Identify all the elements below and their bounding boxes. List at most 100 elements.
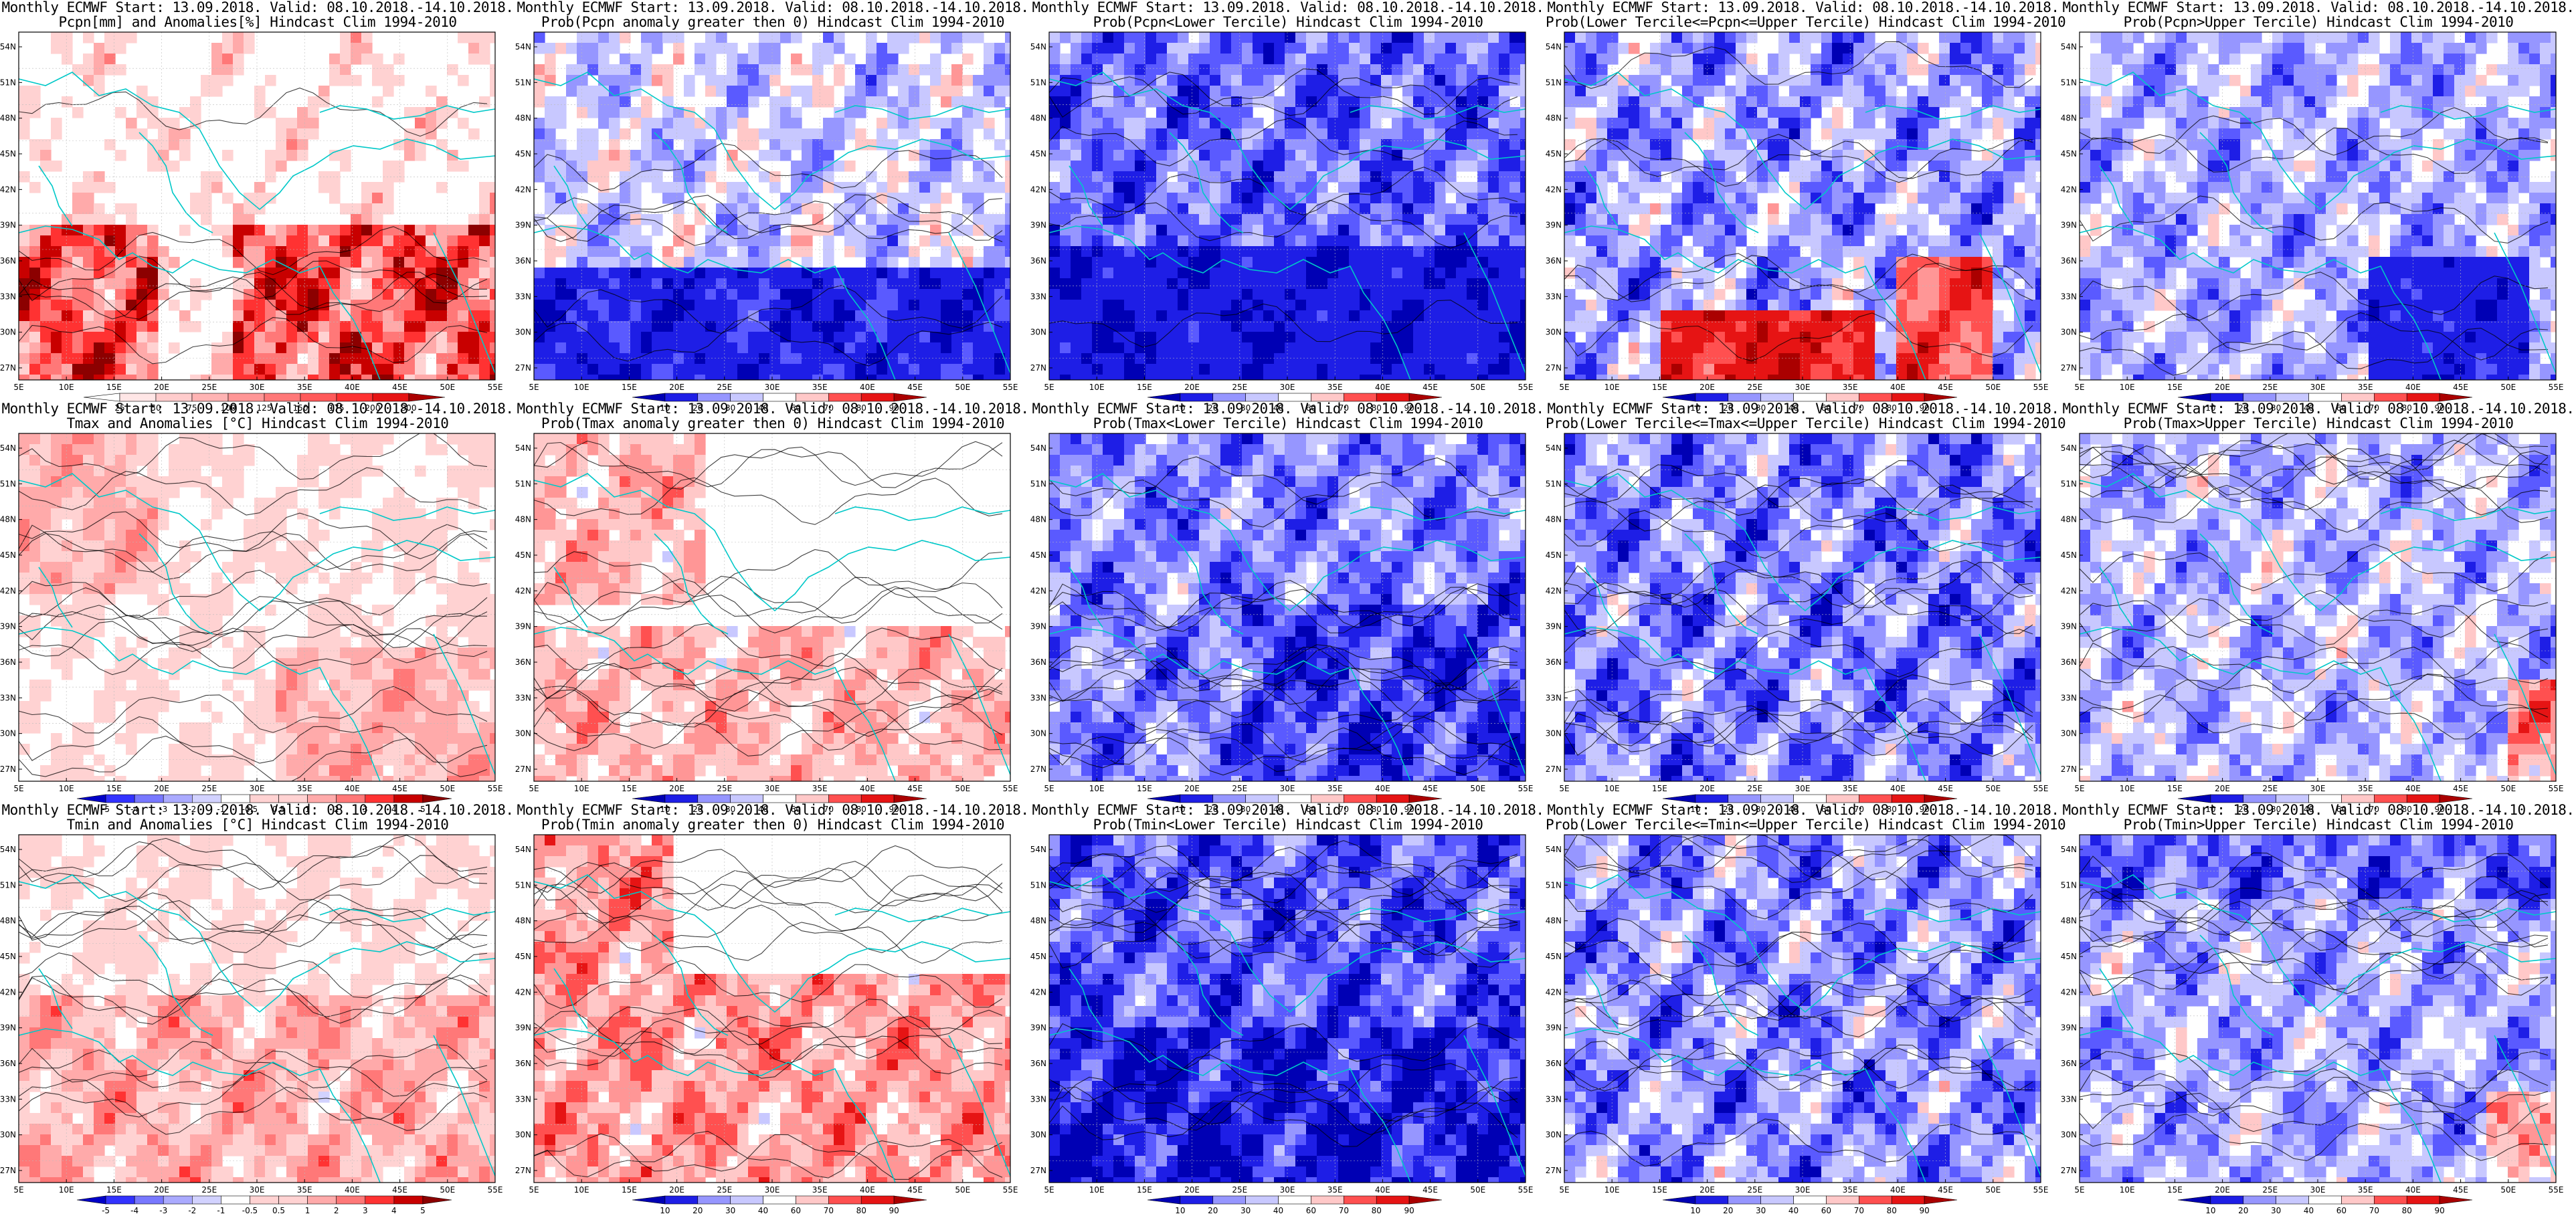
latitude-label: 45N xyxy=(0,952,16,961)
colorbar-label: 90 xyxy=(889,1206,899,1215)
longitude-label: 20E xyxy=(669,784,684,793)
latitude-label: 54N xyxy=(1030,42,1046,52)
panel-title-line2: Tmax and Anomalies [°C] Hindcast Clim 19… xyxy=(0,416,515,431)
longitude-label: 5E xyxy=(13,1185,23,1195)
panel-title-line1: Monthly ECMWF Start: 13.09.2018. Valid: … xyxy=(2061,0,2576,15)
longitude-label: 20E xyxy=(154,784,169,793)
latitude-label: 51N xyxy=(2061,880,2077,890)
colorbar-label: 70 xyxy=(824,1206,834,1215)
longitude-label: 20E xyxy=(2215,784,2230,793)
longitude-label: 55E xyxy=(1518,784,1534,793)
colorbar-segment xyxy=(828,1196,861,1204)
latitude-label: 27N xyxy=(1030,1166,1046,1175)
shaded-field xyxy=(1564,32,2047,386)
latitude-label: 42N xyxy=(515,185,531,194)
longitude-label: 30E xyxy=(250,383,265,392)
colorbar-segment xyxy=(308,1196,337,1204)
longitude-label: 50E xyxy=(1470,1185,1485,1195)
latitude-label: 36N xyxy=(1030,657,1046,667)
longitude-label: 45E xyxy=(1422,383,1438,392)
colorbar-segment xyxy=(163,1196,192,1204)
longitude-label: 25E xyxy=(201,383,217,392)
longitude-label: 30E xyxy=(1280,784,1295,793)
longitude-label: 45E xyxy=(2453,383,2468,392)
colorbar-label: 80 xyxy=(1887,1206,1897,1215)
longitude-label: 35E xyxy=(1843,1185,1858,1195)
colorbar-label: 1 xyxy=(305,1206,310,1215)
colorbar-label: 90 xyxy=(1919,1206,1929,1215)
latitude-label: 30N xyxy=(0,1130,16,1140)
longitude-label: 25E xyxy=(2262,784,2278,793)
latitude-label: 51N xyxy=(1030,78,1046,87)
latitude-label: 27N xyxy=(0,363,16,373)
latitude-label: 27N xyxy=(515,363,531,373)
shaded-field xyxy=(534,32,1016,386)
longitude-label: 50E xyxy=(440,383,455,392)
latitude-label: 36N xyxy=(1030,256,1046,266)
latitude-label: 27N xyxy=(1030,765,1046,774)
latitude-label: 45N xyxy=(1546,149,1562,159)
panel-title-line2: Prob(Tmin anomaly greater then 0) Hindca… xyxy=(515,817,1030,833)
longitude-label: 10E xyxy=(59,1185,74,1195)
latitude-label: 39N xyxy=(2061,1023,2077,1033)
longitude-label: 10E xyxy=(2120,784,2135,793)
longitude-label: 25E xyxy=(201,1185,217,1195)
longitude-label: 20E xyxy=(2215,1185,2230,1195)
colorbar-segment xyxy=(665,1196,698,1204)
colorbar-segment xyxy=(1859,1196,1892,1204)
map-panel-p22: Monthly ECMWF Start: 13.09.2018. Valid: … xyxy=(1030,803,1546,1204)
colorbar-segment xyxy=(1761,1196,1794,1204)
latitude-label: 54N xyxy=(1546,42,1562,52)
shaded-field xyxy=(2080,431,2562,787)
latitude-label: 36N xyxy=(1546,1059,1562,1068)
longitude-label: 40E xyxy=(1890,784,1906,793)
map-panel-p24: Monthly ECMWF Start: 13.09.2018. Valid: … xyxy=(2061,803,2576,1204)
panel-title-line2: Prob(Lower Tercile<=Tmax<=Upper Tercile)… xyxy=(1546,416,2061,431)
latitude-label: 27N xyxy=(1030,363,1046,373)
longitude-label: 45E xyxy=(392,1185,407,1195)
shaded-field xyxy=(1564,832,2047,1189)
longitude-label: 35E xyxy=(2358,383,2373,392)
longitude-label: 45E xyxy=(2453,1185,2468,1195)
longitude-label: 30E xyxy=(250,784,265,793)
longitude-label: 35E xyxy=(1327,784,1343,793)
latitude-label: 27N xyxy=(0,1166,16,1175)
panel-title-line2: Tmin and Anomalies [°C] Hindcast Clim 19… xyxy=(0,817,515,833)
colorbar-segment xyxy=(2341,1196,2374,1204)
panel-title-line1: Monthly ECMWF Start: 13.09.2018. Valid: … xyxy=(0,0,515,15)
map-panel-p03: Monthly ECMWF Start: 13.09.2018. Valid: … xyxy=(1546,0,2061,401)
map-panel-p23: Monthly ECMWF Start: 13.09.2018. Valid: … xyxy=(1546,803,2061,1204)
longitude-label: 45E xyxy=(1938,1185,1953,1195)
latitude-label: 42N xyxy=(1030,185,1046,194)
latitude-label: 30N xyxy=(1546,1130,1562,1140)
longitude-label: 35E xyxy=(1843,784,1858,793)
latitude-label: 54N xyxy=(0,42,16,52)
latitude-label: 54N xyxy=(1030,845,1046,854)
latitude-label: 27N xyxy=(1546,363,1562,373)
latitude-label: 30N xyxy=(2061,328,2077,337)
latitude-label: 51N xyxy=(1546,880,1562,890)
latitude-label: 51N xyxy=(515,880,531,890)
panel-title-line1: Monthly ECMWF Start: 13.09.2018. Valid: … xyxy=(2061,803,2576,818)
latitude-label: 42N xyxy=(0,185,16,194)
latitude-label: 42N xyxy=(1030,586,1046,595)
panel-title-line1: Monthly ECMWF Start: 13.09.2018. Valid: … xyxy=(0,803,515,818)
panel-title-line2: Pcpn[mm] and Anomalies[%] Hindcast Clim … xyxy=(0,15,515,30)
colorbar-label: 20 xyxy=(1208,1206,1218,1215)
longitude-label: 45E xyxy=(907,383,923,392)
colorbar-segment xyxy=(1826,1196,1859,1204)
latitude-label: 39N xyxy=(2061,221,2077,230)
latitude-label: 30N xyxy=(1546,729,1562,738)
longitude-label: 10E xyxy=(2120,1185,2135,1195)
panel-title-line2: Prob(Tmax anomaly greater then 0) Hindca… xyxy=(515,416,1030,431)
longitude-label: 45E xyxy=(1422,1185,1438,1195)
latitude-label: 48N xyxy=(1546,916,1562,926)
longitude-label: 45E xyxy=(1422,784,1438,793)
latitude-label: 36N xyxy=(0,1059,16,1068)
latitude-label: 45N xyxy=(1030,952,1046,961)
latitude-label: 27N xyxy=(515,765,531,774)
